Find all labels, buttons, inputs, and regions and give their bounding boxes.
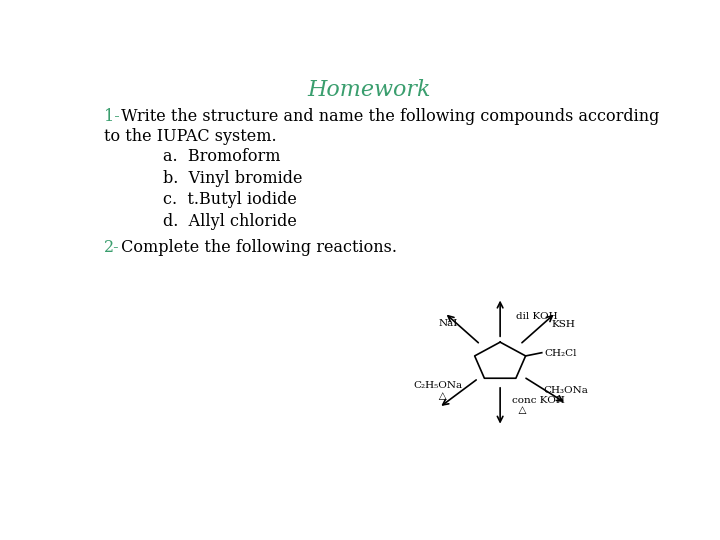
Text: Homework: Homework [307, 79, 431, 102]
Text: Complete the following reactions.: Complete the following reactions. [116, 239, 397, 256]
Text: dil KOH: dil KOH [516, 312, 557, 321]
Text: Write the structure and name the following compounds according: Write the structure and name the followi… [116, 109, 660, 125]
Text: conc KOH
  △: conc KOH △ [513, 396, 565, 415]
Text: CH₃ONa: CH₃ONa [544, 386, 589, 395]
Text: NaI: NaI [438, 319, 458, 328]
Text: c.  t.Butyl iodide: c. t.Butyl iodide [163, 191, 297, 208]
Text: KSH: KSH [552, 320, 575, 329]
Text: to the IUPAC system.: to the IUPAC system. [104, 128, 276, 145]
Text: CH₂Cl: CH₂Cl [544, 349, 577, 358]
Text: 2-: 2- [104, 239, 120, 256]
Text: d.  Allyl chloride: d. Allyl chloride [163, 213, 297, 230]
Text: 1-: 1- [104, 109, 120, 125]
Text: C₂H₅ONa
   △: C₂H₅ONa △ [413, 381, 462, 401]
Text: a.  Bromoform: a. Bromoform [163, 148, 280, 165]
Text: b.  Vinyl bromide: b. Vinyl bromide [163, 170, 302, 187]
